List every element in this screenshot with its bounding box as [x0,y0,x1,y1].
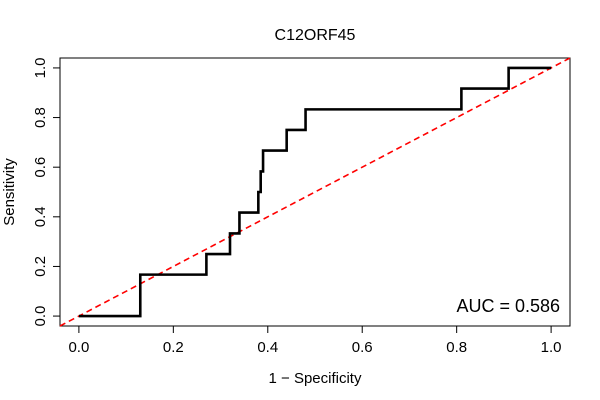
chance-line [59,57,571,327]
y-tick-label: 0.4 [32,206,49,227]
plot-frame [59,57,571,327]
x-tick-label: 0.0 [68,339,89,356]
y-axis-label: Sensitivity [1,158,18,226]
x-axis: 0.0 0.2 0.4 0.6 0.8 1.0 [68,326,562,356]
roc-curve-layer [78,66,552,318]
y-tick-label: 1.0 [32,57,49,78]
x-axis-label: 1 − Specificity [269,370,362,387]
x-tick-label: 0.6 [352,339,373,356]
x-tick-label: 0.8 [446,339,467,356]
y-tick-label: 0.0 [32,306,49,327]
y-tick-label: 0.2 [32,256,49,277]
chance-line-layer [59,57,571,327]
roc-curve [78,66,552,318]
chart-title: C12ORF45 [275,27,356,44]
auc-annotation: AUC = 0.586 [456,296,560,316]
plot-area [59,57,571,327]
y-tick-label: 0.8 [32,107,49,128]
x-tick-label: 1.0 [541,339,562,356]
x-tick-label: 0.4 [257,339,278,356]
y-tick-label: 0.6 [32,157,49,178]
x-tick-label: 0.2 [163,339,184,356]
y-axis: 0.0 0.2 0.4 0.6 0.8 1.0 [32,57,60,327]
